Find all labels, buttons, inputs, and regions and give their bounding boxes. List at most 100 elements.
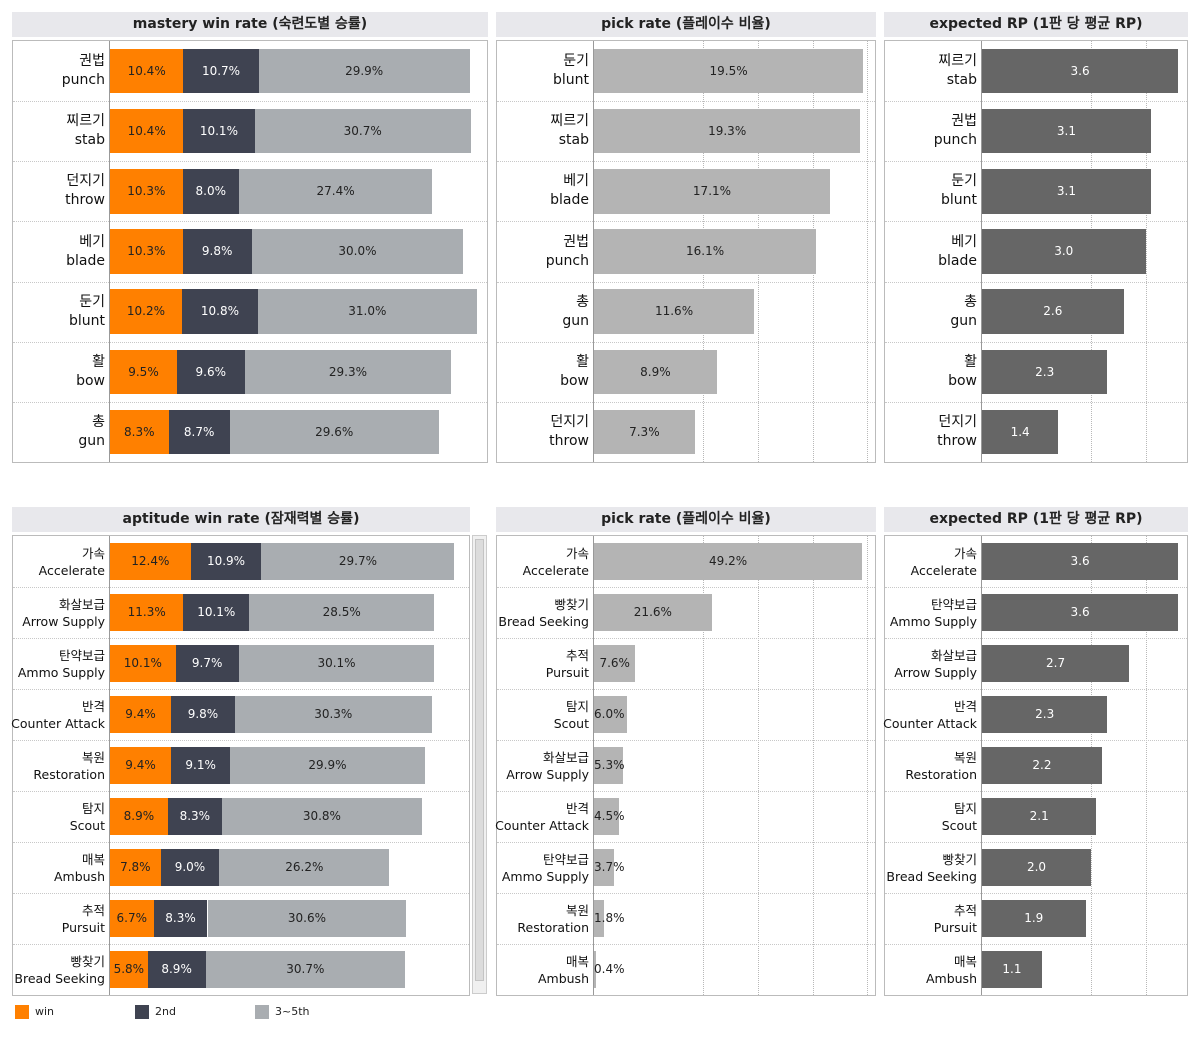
aptitude-win-category-label: 탐지 Scout bbox=[70, 800, 105, 834]
category-label-korean: 추적 bbox=[565, 647, 589, 663]
aptitude-pick-bar: 4.5% bbox=[594, 797, 625, 836]
aptitude-win-category-label: 빵찾기 Bread Seeking bbox=[14, 953, 105, 987]
category-label-korean: 둔기 bbox=[563, 53, 589, 70]
category-label-korean: 탐지 bbox=[81, 800, 105, 816]
category-label-english: blade bbox=[550, 192, 589, 209]
aptitude-pick-value-label: 1.8% bbox=[594, 910, 625, 925]
category-label-english: Bread Seeking bbox=[14, 970, 105, 986]
mastery-win-row-divider bbox=[13, 221, 487, 223]
category-label-english: Ammo Supply bbox=[501, 868, 589, 884]
aptitude-pick-category-label: 복원 Restoration bbox=[517, 902, 589, 936]
aptitude-pick-bar: 7.6% bbox=[594, 644, 636, 683]
category-label-english: blunt bbox=[68, 312, 105, 329]
aptitude-pick-bar: 21.6% bbox=[594, 593, 712, 632]
aptitude-pick-value-label: 49.2% bbox=[709, 553, 748, 568]
category-label-korean: 총 bbox=[92, 413, 105, 430]
mastery-rp-category-label: 둔기 blunt bbox=[941, 172, 977, 210]
mastery-rp-bar: 3.1 bbox=[982, 108, 1151, 154]
aptitude-win-scrollbar[interactable] bbox=[472, 535, 487, 994]
aptitude-pick-category-label: 매복 Ambush bbox=[538, 953, 589, 987]
category-label-english: Bread Seeking bbox=[498, 613, 589, 629]
aptitude-win-bar-win: 6.7% bbox=[110, 899, 154, 938]
aptitude-win-bar-win: 9.4% bbox=[110, 746, 172, 785]
aptitude-pick-value-label: 21.6% bbox=[633, 604, 672, 619]
mastery-rp-bar: 1.4 bbox=[982, 409, 1059, 455]
mastery-win-bar-rest: 29.6% bbox=[229, 409, 439, 455]
mastery-pick-bar: 19.3% bbox=[594, 108, 861, 154]
aptitude-win-axis-line bbox=[109, 536, 110, 995]
aptitude-pick-category-label: 추적 Pursuit bbox=[546, 647, 589, 681]
category-label-korean: 활 bbox=[92, 353, 105, 370]
aptitude-rp-bar: 2.3 bbox=[982, 695, 1108, 734]
category-label-english: blade bbox=[66, 252, 105, 269]
mastery-pick-value-label: 7.3% bbox=[629, 424, 660, 439]
category-label-korean: 둔기 bbox=[79, 293, 105, 310]
aptitude-pick-plot-area: 가속 Accelerate 49.2% 빵찾기 Bread Seeking 21.6% 추적… bbox=[495, 535, 924, 996]
aptitude-win-category-label: 추적 Pursuit bbox=[62, 902, 105, 936]
mastery-win-category-label: 둔기 blunt bbox=[69, 293, 105, 331]
mastery-rp-value-label: 3.1 bbox=[1056, 123, 1077, 138]
aptitude-win-row-divider bbox=[13, 893, 469, 894]
mastery-win-category-label: 베기 blade bbox=[66, 233, 105, 271]
category-label-english: punch bbox=[933, 132, 977, 149]
category-label-korean: 베기 bbox=[563, 173, 589, 190]
mastery-pick-title: pick rate (플레이수 비율) bbox=[496, 12, 876, 37]
category-label-english: Ambush bbox=[925, 970, 977, 986]
aptitude-win-category-label: 가속 Accelerate bbox=[39, 545, 105, 579]
category-label-english: throw bbox=[65, 192, 105, 209]
mastery-rp-row-divider bbox=[885, 221, 1187, 223]
mastery-win-bar-win: 8.3% bbox=[110, 409, 169, 455]
category-label-korean: 복원 bbox=[953, 749, 977, 765]
aptitude-rp-category-label: 매복 Ambush bbox=[926, 953, 977, 987]
category-label-english: stab bbox=[946, 72, 977, 89]
aptitude-rp-title: expected RP (1판 당 평균 RP) bbox=[884, 507, 1188, 532]
mastery-win-bar-rest: 31.0% bbox=[258, 289, 477, 334]
mastery-pick-bar: 11.6% bbox=[594, 289, 755, 334]
aptitude-rp-row-divider bbox=[885, 842, 1187, 843]
aptitude-pick-value-label: 6.0% bbox=[594, 706, 625, 721]
mastery-win-category-label: 권법 punch bbox=[62, 52, 105, 90]
category-label-english: Pursuit bbox=[61, 919, 105, 935]
mastery-pick-category-label: 던지기 throw bbox=[549, 413, 589, 451]
aptitude-win-bar-second: 8.3% bbox=[153, 899, 208, 938]
mastery-pick-gridline bbox=[867, 41, 868, 462]
aptitude-win-bar-rest: 26.2% bbox=[219, 848, 390, 887]
category-label-english: throw bbox=[549, 432, 589, 449]
category-label-korean: 활 bbox=[964, 353, 977, 370]
mastery-win-bar-win: 10.4% bbox=[110, 108, 184, 154]
aptitude-pick-gridline bbox=[703, 536, 704, 995]
aptitude-rp-bar: 2.7 bbox=[982, 644, 1130, 683]
aptitude-pick-title: pick rate (플레이수 비율) bbox=[496, 507, 876, 532]
category-label-english: Counter Attack bbox=[495, 817, 589, 833]
aptitude-pick-row-divider bbox=[497, 740, 875, 741]
mastery-pick-value-label: 16.1% bbox=[686, 244, 725, 259]
mastery-win-category-label: 찌르기 stab bbox=[66, 112, 105, 150]
aptitude-pick-gridline bbox=[813, 536, 814, 995]
aptitude-rp-category-label: 반격 Counter Attack bbox=[883, 698, 977, 732]
mastery-win-row-divider bbox=[13, 341, 487, 343]
category-label-korean: 탄약보급 bbox=[542, 851, 589, 867]
scrollbar-thumb[interactable] bbox=[475, 539, 484, 981]
aptitude-pick-bar: 0.4% bbox=[594, 950, 625, 989]
category-label-english: Bread Seeking bbox=[886, 868, 977, 884]
category-label-english: gun bbox=[950, 312, 977, 329]
category-label-korean: 반격 bbox=[565, 800, 589, 816]
mastery-win-bar-rest: 29.3% bbox=[244, 349, 452, 395]
aptitude-win-category-label: 탄약보급 Ammo Supply bbox=[18, 647, 105, 681]
category-label-korean: 화살보급 bbox=[58, 596, 105, 612]
mastery-pick-value-label: 11.6% bbox=[654, 304, 694, 319]
legend-item: 2nd bbox=[135, 1005, 176, 1019]
mastery-rp-value-label: 3.6 bbox=[1070, 63, 1090, 78]
mastery-win-bar-rest: 30.7% bbox=[254, 108, 471, 154]
category-label-english: blunt bbox=[940, 192, 977, 209]
mastery-rp-row-divider bbox=[885, 101, 1187, 103]
mastery-pick-category-label: 베기 blade bbox=[550, 172, 589, 210]
aptitude-win-bar-rest: 28.5% bbox=[249, 593, 435, 632]
category-label-english: gun bbox=[78, 432, 105, 449]
category-label-korean: 매복 bbox=[565, 953, 589, 969]
mastery-pick-value-label: 17.1% bbox=[692, 184, 732, 199]
mastery-rp-gridline bbox=[1146, 41, 1147, 462]
category-label-korean: 던지기 bbox=[938, 413, 977, 430]
aptitude-rp-value-label: 1.9 bbox=[1024, 910, 1044, 925]
mastery-pick-row-divider bbox=[497, 281, 875, 283]
